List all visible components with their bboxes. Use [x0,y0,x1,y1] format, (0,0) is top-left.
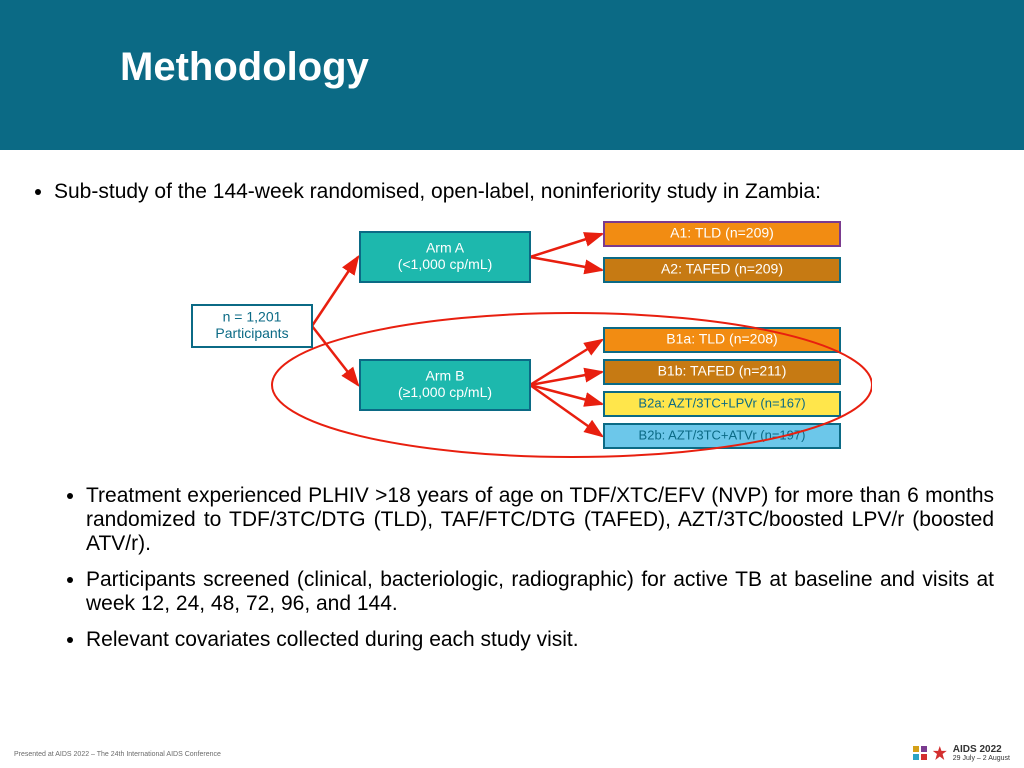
node-B2b: B2b: AZT/3TC+ATVr (n=197) [604,424,840,448]
svg-text:B2a: AZT/3TC+LPVr (n=167): B2a: AZT/3TC+LPVr (n=167) [638,395,805,410]
detail-bullets: Treatment experienced PLHIV >18 years of… [30,484,994,652]
svg-text:(<1,000 cp/mL): (<1,000 cp/mL) [398,256,493,272]
page-title: Methodology [120,45,1024,90]
svg-text:A2: TAFED (n=209): A2: TAFED (n=209) [661,261,783,277]
bullet-item: Treatment experienced PLHIV >18 years of… [86,484,994,556]
svg-text:Arm B: Arm B [426,368,465,384]
study-flowchart: n = 1,201Participants Arm A(<1,000 cp/mL)… [30,210,994,470]
svg-text:B1a: TLD (n=208): B1a: TLD (n=208) [666,331,777,347]
node-armA: Arm A(<1,000 cp/mL) [360,232,530,282]
bullet-item: Participants screened (clinical, bacteri… [86,568,994,616]
conference-icon [913,746,927,760]
node-A2: A2: TAFED (n=209) [604,258,840,282]
ribbon-icon [933,746,947,760]
node-A1: A1: TLD (n=209) [604,222,840,246]
footer-attribution: Presented at AIDS 2022 – The 24th Intern… [14,751,221,758]
svg-text:(≥1,000 cp/mL): (≥1,000 cp/mL) [398,384,492,400]
footer-logo: AIDS 2022 29 July – 2 August [913,744,1010,762]
footer-brand: AIDS 2022 29 July – 2 August [953,744,1010,762]
node-B2a: B2a: AZT/3TC+LPVr (n=167) [604,392,840,416]
svg-text:B2b: AZT/3TC+ATVr (n=197): B2b: AZT/3TC+ATVr (n=197) [639,427,806,442]
svg-text:n = 1,201: n = 1,201 [223,309,282,325]
slide-body: Sub-study of the 144-week randomised, op… [0,150,1024,652]
slide-header: Methodology [0,0,1024,150]
svg-text:Participants: Participants [215,325,288,341]
svg-text:Arm A: Arm A [426,240,465,256]
bullet-item: Relevant covariates collected during eac… [86,628,994,652]
svg-text:B1b: TAFED (n=211): B1b: TAFED (n=211) [658,363,787,379]
node-armB: Arm B(≥1,000 cp/mL) [360,360,530,410]
node-root: n = 1,201Participants [192,305,312,347]
intro-bullet: Sub-study of the 144-week randomised, op… [54,180,994,204]
svg-text:A1: TLD (n=209): A1: TLD (n=209) [670,225,774,241]
node-B1b: B1b: TAFED (n=211) [604,360,840,384]
